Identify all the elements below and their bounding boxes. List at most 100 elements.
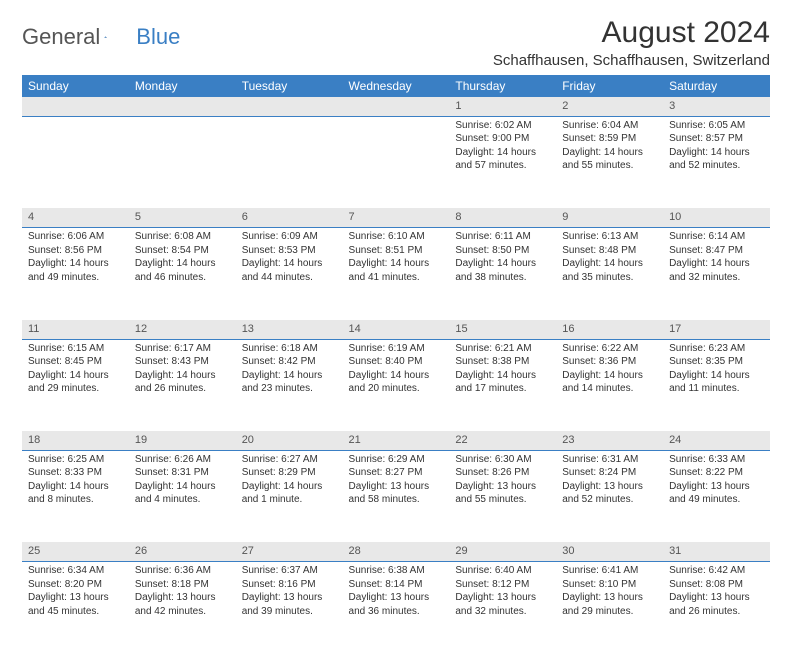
daylight-text: Daylight: 13 hours and 26 minutes. [669, 591, 764, 618]
day-number: 10 [663, 208, 770, 227]
day-number: 4 [22, 208, 129, 227]
sunset-text: Sunset: 8:57 PM [669, 132, 764, 146]
day-number: 18 [22, 431, 129, 450]
day-details: Sunrise: 6:18 AMSunset: 8:42 PMDaylight:… [236, 340, 343, 402]
day-number: 27 [236, 542, 343, 561]
day-details: Sunrise: 6:33 AMSunset: 8:22 PMDaylight:… [663, 451, 770, 513]
day-number: 2 [556, 97, 663, 116]
day-details: Sunrise: 6:25 AMSunset: 8:33 PMDaylight:… [22, 451, 129, 513]
weekday-header: Saturday [663, 75, 770, 97]
day-cell: Sunrise: 6:06 AMSunset: 8:56 PMDaylight:… [22, 228, 129, 320]
brand-part2: Blue [136, 24, 180, 50]
day-details: Sunrise: 6:21 AMSunset: 8:38 PMDaylight:… [449, 340, 556, 402]
day-cell: Sunrise: 6:33 AMSunset: 8:22 PMDaylight:… [663, 450, 770, 542]
day-number-row: 25262728293031 [22, 542, 770, 561]
daylight-text: Daylight: 14 hours and 8 minutes. [28, 480, 123, 507]
day-number [343, 97, 450, 116]
sunrise-text: Sunrise: 6:37 AM [242, 564, 337, 578]
day-details: Sunrise: 6:15 AMSunset: 8:45 PMDaylight:… [22, 340, 129, 402]
day-number: 14 [343, 320, 450, 339]
month-title: August 2024 [493, 16, 770, 50]
daylight-text: Daylight: 14 hours and 41 minutes. [349, 257, 444, 284]
daylight-text: Daylight: 13 hours and 42 minutes. [135, 591, 230, 618]
day-cell: Sunrise: 6:36 AMSunset: 8:18 PMDaylight:… [129, 562, 236, 654]
weekday-header: Wednesday [343, 75, 450, 97]
day-number: 9 [556, 208, 663, 227]
daylight-text: Daylight: 13 hours and 39 minutes. [242, 591, 337, 618]
sunset-text: Sunset: 8:26 PM [455, 466, 550, 480]
sunset-text: Sunset: 8:10 PM [562, 578, 657, 592]
day-number [129, 97, 236, 116]
daylight-text: Daylight: 14 hours and 46 minutes. [135, 257, 230, 284]
day-cell: Sunrise: 6:41 AMSunset: 8:10 PMDaylight:… [556, 562, 663, 654]
sunrise-text: Sunrise: 6:31 AM [562, 453, 657, 467]
day-cell: Sunrise: 6:08 AMSunset: 8:54 PMDaylight:… [129, 228, 236, 320]
day-number-row: 45678910 [22, 208, 770, 227]
sunrise-text: Sunrise: 6:22 AM [562, 342, 657, 356]
sunrise-text: Sunrise: 6:40 AM [455, 564, 550, 578]
day-cell: Sunrise: 6:10 AMSunset: 8:51 PMDaylight:… [343, 228, 450, 320]
sunrise-text: Sunrise: 6:10 AM [349, 230, 444, 244]
daylight-text: Daylight: 14 hours and 52 minutes. [669, 146, 764, 173]
sunset-text: Sunset: 8:24 PM [562, 466, 657, 480]
day-cell: Sunrise: 6:30 AMSunset: 8:26 PMDaylight:… [449, 450, 556, 542]
day-details: Sunrise: 6:05 AMSunset: 8:57 PMDaylight:… [663, 117, 770, 179]
day-number: 28 [343, 542, 450, 561]
sunset-text: Sunset: 8:08 PM [669, 578, 764, 592]
weekday-header: Monday [129, 75, 236, 97]
day-cell: Sunrise: 6:02 AMSunset: 9:00 PMDaylight:… [449, 116, 556, 208]
sunset-text: Sunset: 8:16 PM [242, 578, 337, 592]
sunset-text: Sunset: 8:12 PM [455, 578, 550, 592]
day-cell: Sunrise: 6:23 AMSunset: 8:35 PMDaylight:… [663, 339, 770, 431]
sunrise-text: Sunrise: 6:04 AM [562, 119, 657, 133]
daylight-text: Daylight: 14 hours and 35 minutes. [562, 257, 657, 284]
day-details: Sunrise: 6:14 AMSunset: 8:47 PMDaylight:… [663, 228, 770, 290]
week-row: Sunrise: 6:02 AMSunset: 9:00 PM Daylight:… [22, 116, 770, 208]
sail-icon [104, 28, 107, 46]
day-details: Sunrise: 6:09 AMSunset: 8:53 PMDaylight:… [236, 228, 343, 290]
sunrise-text: Sunrise: 6:34 AM [28, 564, 123, 578]
day-cell: Sunrise: 6:29 AMSunset: 8:27 PMDaylight:… [343, 450, 450, 542]
sunrise-text: Sunrise: 6:06 AM [28, 230, 123, 244]
sunset-text: Sunset: 8:59 PM [562, 132, 657, 146]
brand-logo: General Blue [22, 16, 180, 50]
daylight-text: Daylight: 14 hours and 23 minutes. [242, 369, 337, 396]
sunrise-text: Sunrise: 6:15 AM [28, 342, 123, 356]
day-cell: Sunrise: 6:18 AMSunset: 8:42 PMDaylight:… [236, 339, 343, 431]
daylight-text: Daylight: 13 hours and 49 minutes. [669, 480, 764, 507]
day-details: Sunrise: 6:34 AMSunset: 8:20 PMDaylight:… [22, 562, 129, 624]
day-number [22, 97, 129, 116]
sunrise-text: Sunrise: 6:02 AM [455, 119, 550, 133]
sunset-text: Sunset: 8:27 PM [349, 466, 444, 480]
day-cell: Sunrise: 6:19 AMSunset: 8:40 PMDaylight:… [343, 339, 450, 431]
sunrise-text: Sunrise: 6:36 AM [135, 564, 230, 578]
day-details: Sunrise: 6:36 AMSunset: 8:18 PMDaylight:… [129, 562, 236, 624]
daylight-text: Daylight: 14 hours and 14 minutes. [562, 369, 657, 396]
sunrise-text: Sunrise: 6:38 AM [349, 564, 444, 578]
day-cell [129, 116, 236, 208]
day-number: 19 [129, 431, 236, 450]
daylight-text: Daylight: 14 hours and 55 minutes. [562, 146, 657, 173]
sunrise-text: Sunrise: 6:18 AM [242, 342, 337, 356]
daylight-text: Daylight: 13 hours and 29 minutes. [562, 591, 657, 618]
sunset-text: Sunset: 8:33 PM [28, 466, 123, 480]
day-number: 3 [663, 97, 770, 116]
day-details: Sunrise: 6:11 AMSunset: 8:50 PMDaylight:… [449, 228, 556, 290]
day-number: 20 [236, 431, 343, 450]
day-cell: Sunrise: 6:21 AMSunset: 8:38 PMDaylight:… [449, 339, 556, 431]
day-number: 21 [343, 431, 450, 450]
day-number: 12 [129, 320, 236, 339]
sunrise-text: Sunrise: 6:33 AM [669, 453, 764, 467]
sunset-text: Sunset: 8:51 PM [349, 244, 444, 258]
day-details: Sunrise: 6:06 AMSunset: 8:56 PMDaylight:… [22, 228, 129, 290]
daylight-text: Daylight: 13 hours and 36 minutes. [349, 591, 444, 618]
daylight-text: Daylight: 14 hours and 38 minutes. [455, 257, 550, 284]
day-details: Sunrise: 6:17 AMSunset: 8:43 PMDaylight:… [129, 340, 236, 402]
sunset-text: Sunset: 8:42 PM [242, 355, 337, 369]
day-number: 26 [129, 542, 236, 561]
weekday-header: Tuesday [236, 75, 343, 97]
sunrise-text: Sunrise: 6:23 AM [669, 342, 764, 356]
sunrise-text: Sunrise: 6:11 AM [455, 230, 550, 244]
sunset-text: Sunset: 9:00 PM [455, 132, 550, 146]
sunrise-text: Sunrise: 6:08 AM [135, 230, 230, 244]
